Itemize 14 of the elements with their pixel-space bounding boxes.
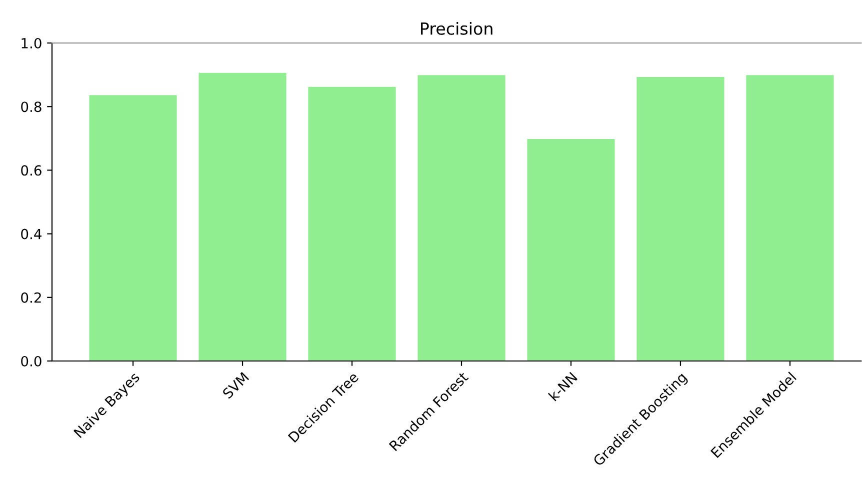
bar [198, 72, 286, 361]
y-tick-label: 0.0 [21, 356, 42, 366]
y-tick-label: 0.8 [21, 102, 42, 112]
y-tick-label: 0.6 [21, 165, 42, 176]
chart-title: Precision [421, 22, 492, 35]
bar [89, 95, 177, 361]
y-tick-label: 0.2 [21, 292, 41, 303]
y-tick-label: 0.4 [21, 228, 42, 240]
y-tick-label: 1.0 [22, 38, 42, 48]
bar [418, 75, 506, 361]
bar [308, 86, 396, 361]
bar [636, 77, 724, 361]
bar [746, 75, 834, 361]
bar [527, 139, 615, 361]
